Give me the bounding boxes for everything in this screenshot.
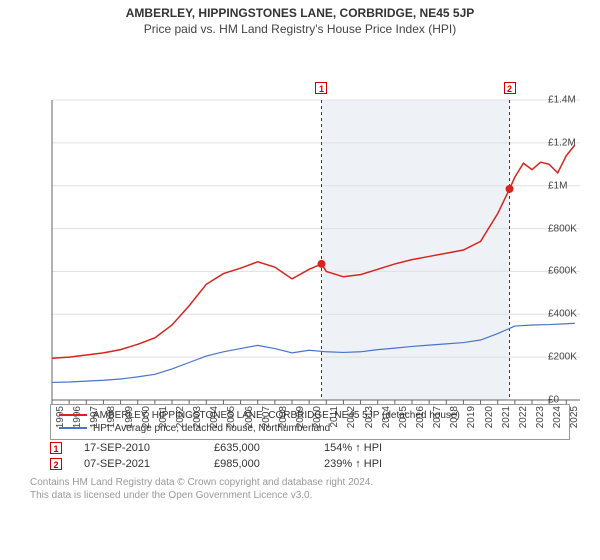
legend: AMBERLEY, HIPPINGSTONES LANE, CORBRIDGE,… bbox=[50, 404, 570, 440]
legend-swatch bbox=[59, 414, 87, 416]
sale-marker-box: 2 bbox=[504, 82, 516, 94]
page-subtitle: Price paid vs. HM Land Registry's House … bbox=[0, 20, 600, 36]
sale-marker-box: 1 bbox=[315, 82, 327, 94]
legend-swatch bbox=[59, 427, 87, 429]
legend-label: HPI: Average price, detached house, Nort… bbox=[93, 423, 330, 434]
legend-label: AMBERLEY, HIPPINGSTONES LANE, CORBRIDGE,… bbox=[93, 410, 460, 421]
sale-row: 2 07-SEP-2021£985,000239% ↑ HPI bbox=[0, 456, 600, 472]
sale-pct: 154% ↑ HPI bbox=[324, 442, 434, 454]
y-tick-label: £400K bbox=[548, 309, 596, 320]
sale-date: 17-SEP-2010 bbox=[84, 442, 214, 454]
y-tick-label: £1.2M bbox=[548, 137, 596, 148]
y-tick-label: £200K bbox=[548, 352, 596, 363]
y-tick-label: £800K bbox=[548, 223, 596, 234]
legend-row: HPI: Average price, detached house, Nort… bbox=[59, 422, 561, 435]
sale-pct: 239% ↑ HPI bbox=[324, 458, 434, 470]
attribution-line: This data is licensed under the Open Gov… bbox=[30, 489, 600, 502]
attribution-line: Contains HM Land Registry data © Crown c… bbox=[30, 476, 600, 489]
sale-row: 1 17-SEP-2010£635,000154% ↑ HPI bbox=[0, 440, 600, 456]
y-tick-label: £600K bbox=[548, 266, 596, 277]
legend-row: AMBERLEY, HIPPINGSTONES LANE, CORBRIDGE,… bbox=[59, 409, 561, 422]
page-title: AMBERLEY, HIPPINGSTONES LANE, CORBRIDGE,… bbox=[0, 0, 600, 20]
y-tick-label: £1M bbox=[548, 180, 596, 191]
sale-marker-box: 1 bbox=[50, 442, 62, 454]
sale-date: 07-SEP-2021 bbox=[84, 458, 214, 470]
attribution: Contains HM Land Registry data © Crown c… bbox=[0, 472, 600, 502]
sale-marker-box: 2 bbox=[50, 458, 62, 470]
sale-price: £635,000 bbox=[214, 442, 324, 454]
y-tick-label: £1.4M bbox=[548, 95, 596, 106]
plot-area bbox=[0, 44, 600, 402]
price-chart: £0£200K£400K£600K£800K£1M£1.2M£1.4M 1995… bbox=[0, 44, 600, 440]
sale-price: £985,000 bbox=[214, 458, 324, 470]
